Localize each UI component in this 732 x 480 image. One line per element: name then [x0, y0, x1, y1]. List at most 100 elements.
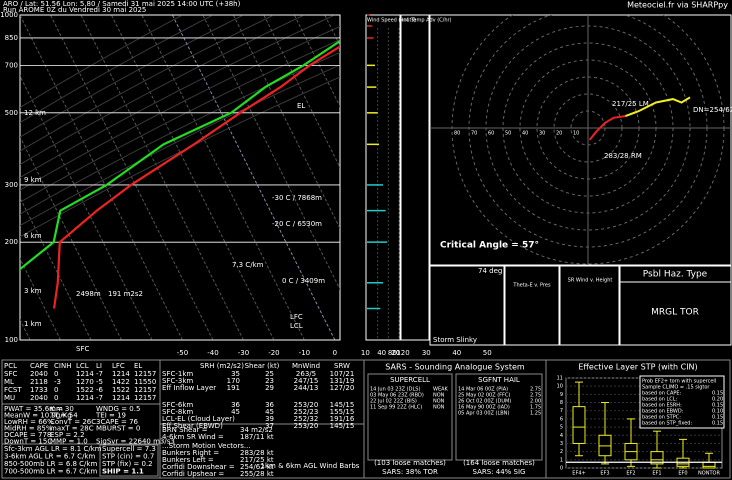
label: SFC-3km [162, 377, 193, 385]
label: 191 [227, 384, 240, 392]
label: 40 [452, 349, 461, 357]
label: 4 [560, 433, 563, 439]
label: 244/13 [294, 384, 319, 392]
label: -20 [268, 349, 279, 357]
label: 25 May 02 00Z (FFC) [458, 393, 510, 399]
label: ConvT = 26C [50, 418, 96, 426]
label: SFC-8km [162, 408, 193, 416]
label: 107/21 [330, 370, 355, 378]
label: 34 m2/s2 [240, 426, 273, 434]
label: LFC [112, 362, 125, 370]
label: 25 [265, 370, 274, 378]
isotherm [293, 15, 340, 108]
isotherm [171, 15, 336, 340]
label: 05 Apr 03 00Z (LBN) [458, 411, 509, 417]
label: 5 [560, 425, 563, 431]
label: LowRH = 66% [4, 418, 54, 426]
label: -3 [54, 378, 61, 386]
group [20, 15, 340, 340]
label: 2.00 [530, 399, 541, 405]
label: 20 [391, 349, 400, 357]
label: Prob EF2+ torn with supercell [642, 379, 716, 385]
label: 14 Mar 06 00Z (PIA) [458, 387, 508, 393]
label: 255/28 kt [240, 470, 274, 478]
label: 170 [227, 377, 240, 385]
label: 187/11 kt [240, 433, 274, 441]
isotherm [50, 15, 214, 340]
label: LFC [290, 313, 303, 321]
label: 127/20 [330, 384, 355, 392]
label: DownT = 15C [4, 438, 52, 446]
label: Sample CLIMO = .15 sigtor [642, 385, 710, 391]
label: 7.3 C/km [232, 261, 264, 269]
group: 10 20 30 40 50 60 70 80 [430, 15, 731, 265]
label: FCST [4, 386, 22, 394]
label: -7 [96, 394, 103, 402]
label: 191/16 [330, 415, 355, 423]
label: 1000 [0, 11, 18, 19]
wind-frame [365, 14, 401, 341]
label: 2118 [30, 378, 48, 386]
label: EF1 [652, 471, 661, 477]
label: Supercell = 7.3 [102, 445, 156, 453]
label: 0.10 [712, 409, 723, 415]
label: EL [297, 102, 305, 110]
label: 217/25 kt [240, 456, 274, 464]
label: 2040 [30, 394, 48, 402]
label: 0 [54, 370, 58, 378]
label: 263/5 [296, 370, 316, 378]
ring-label: 20 [556, 131, 562, 137]
label: 155/15 [330, 408, 355, 416]
box [702, 461, 716, 469]
title: ARO / Lat: 51.56 Lon: 5.80 / Samedi 31 m… [3, 0, 241, 8]
label: 11 Sep 99 22Z (HLC) [370, 405, 422, 411]
label: SRH (m2/s2) [200, 362, 244, 370]
label: NONTOR [698, 471, 720, 477]
label: MnWind [292, 362, 320, 370]
label: Corfidi Upshear = [162, 470, 224, 478]
label: (103 loose matches) [374, 459, 446, 467]
label: 1733 [30, 386, 48, 394]
label: -30 C / 7868m [272, 194, 322, 202]
label: 700-500mb LR = 6.7 C/km [4, 468, 97, 476]
label: 2498m [76, 290, 101, 298]
label: EF4+ [572, 471, 585, 477]
label: Bunkers Right = [162, 449, 219, 457]
srwind-frame [559, 265, 620, 346]
label: Corfidi Downshear = [162, 463, 235, 471]
label: 23 [265, 377, 274, 385]
label: maxT = 28C [50, 425, 94, 433]
label: ...Storm Motion Vectors... [162, 442, 251, 450]
label: SR Wind v. Height [568, 278, 613, 284]
label: 45 [265, 408, 274, 416]
label: -50 [177, 349, 188, 357]
label: SigSvr = 22640 m3/s3 [96, 438, 175, 446]
box [650, 451, 664, 465]
label: 700 [5, 61, 18, 69]
label: DCAPE = 778 [4, 431, 51, 439]
ring-label: 30 [539, 131, 545, 137]
label: 1km & 6km AGL Wind Barbs [261, 462, 360, 470]
label: MRGL TOR [651, 308, 699, 318]
label: CAPE [30, 362, 48, 370]
label: 36 [231, 401, 240, 409]
isotherm [202, 15, 340, 291]
label: Eff Inflow Layer [162, 384, 216, 392]
label: 12157 [134, 394, 156, 402]
label: MBURST = 0 [96, 425, 140, 433]
label: SARS - Sounding Analogue System [385, 363, 525, 372]
label: 217/25 LM [612, 100, 649, 108]
label: 3 [560, 441, 563, 447]
label: 1 km [24, 320, 42, 328]
label: 0 C / 3409m [282, 277, 325, 285]
label: 45 [231, 408, 240, 416]
label: 247/15 [294, 377, 319, 385]
isotherm [20, 135, 122, 340]
isotherm [20, 196, 92, 340]
label: 254/62 kt [240, 463, 274, 471]
label: TT = 54 [49, 412, 78, 420]
label: 1214 [112, 394, 130, 402]
dry-adiabat [20, 39, 340, 203]
label: LI [96, 362, 102, 370]
